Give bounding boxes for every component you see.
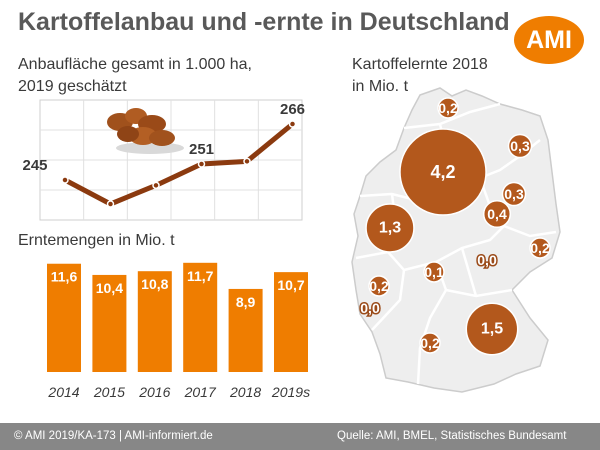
area-line-chart: 245 251 266 [22, 99, 305, 221]
map-bubble [437, 97, 459, 119]
map-bubble [501, 181, 527, 207]
area-point [61, 176, 69, 184]
map-bubble [365, 203, 415, 253]
page-title: Kartoffelanbau und -ernte in Deutschland [18, 8, 510, 36]
harvest-year-labels: 2014 2015 2016 2017 2018 2019s [47, 384, 310, 400]
area-series-points [61, 120, 297, 208]
harvest-year-label: 2017 [184, 384, 217, 400]
harvest-bar-chart: 11,6 10,4 10,8 11,7 8,9 10,7 2014 2015 2016 2017… [47, 262, 310, 400]
harvest-bar-value: 8,9 [236, 294, 256, 310]
harvest-year-label: 2019s [271, 384, 310, 400]
harvest-bar [92, 274, 127, 372]
harvest-year-label: 2015 [93, 384, 125, 400]
footer-copyright: © AMI 2019/KA-173 | AMI-informiert.de [14, 430, 213, 442]
map-bubble-label: 0,4 [487, 206, 507, 222]
harvest-year-label: 2018 [229, 384, 261, 400]
area-point [243, 157, 251, 166]
harvest-bar-value: 10,4 [96, 280, 123, 296]
map-bubble [507, 133, 533, 159]
area-point-label: 266 [280, 101, 305, 118]
map-bubble-label: 0,2 [438, 100, 458, 116]
harvest-bar-value: 10,7 [277, 277, 304, 293]
map-bubble [368, 275, 390, 297]
map-bubble [399, 128, 487, 216]
ami-logo: AMI [514, 16, 584, 64]
area-chart-label-line1: Anbaufläche gesamt in 1.000 ha, [18, 56, 252, 73]
harvest-bar-value-labels: 11,6 10,4 10,8 11,7 8,9 10,7 [51, 268, 305, 310]
harvest-bars [47, 262, 308, 372]
map-bubble [482, 199, 512, 229]
harvest-bar-value: 11,7 [187, 268, 214, 284]
map-bubbles: 0,2 0,3 4,2 0,3 0,4 1,3 0,2 0,1 0,0 0,2 0,0 1,5 0,2 [359, 97, 551, 356]
area-chart-label-line2: 2019 geschätzt [18, 78, 127, 95]
map-bubble-label: 0,2 [530, 240, 550, 256]
harvest-bar-value: 10,8 [141, 276, 168, 292]
harvest-bar [228, 288, 263, 372]
area-point [197, 160, 206, 168]
harvest-chart-label: Erntemengen in Mio. t [18, 232, 175, 249]
map-bubble-label: 1,5 [481, 321, 503, 338]
harvest-bar [47, 263, 81, 372]
footer-source: Quelle: AMI, BMEL, Statistisches Bundesa… [337, 430, 567, 442]
area-point [106, 200, 115, 208]
map-bubble-label: 0,0 [360, 300, 380, 316]
germany-map: 0,2 0,3 4,2 0,3 0,4 1,3 0,2 0,1 0,0 0,2 0,0 1,5 0,2 [351, 87, 561, 393]
area-point-label: 245 [22, 157, 47, 174]
map-bubble-label: 0,1 [424, 264, 444, 280]
map-bubble-label: 0,3 [510, 138, 530, 154]
map-bubble [465, 302, 519, 356]
map-label-line1: Kartoffelernte 2018 [352, 56, 488, 73]
map-label-line2: in Mio. t [352, 78, 409, 95]
footer-bar: © AMI 2019/KA-173 | AMI-informiert.de Qu… [0, 423, 600, 450]
map-bubble [419, 332, 441, 354]
map-bubble-label: 0,2 [369, 278, 389, 294]
map-bubble-label: 0,2 [420, 335, 440, 351]
map-bubble-label: 0,3 [504, 186, 524, 202]
harvest-bar [274, 272, 308, 372]
area-series-labels: 245 251 266 [22, 101, 305, 174]
area-series-line [62, 121, 295, 207]
map-bubble-label: 1,3 [379, 220, 401, 237]
map-bubble-label: 4,2 [430, 162, 455, 182]
map-bubble-label: 0,0 [477, 252, 497, 268]
harvest-bar-value: 11,6 [51, 269, 78, 285]
map-bubble [529, 237, 551, 259]
harvest-year-label: 2016 [138, 384, 170, 400]
area-point [288, 120, 297, 128]
map-bubble [423, 261, 445, 283]
area-point-label: 251 [189, 141, 214, 158]
potatoes-illustration [107, 108, 184, 154]
harvest-bar [183, 262, 218, 372]
area-point [152, 181, 160, 190]
harvest-year-label: 2014 [47, 384, 79, 400]
harvest-bar [137, 271, 172, 372]
